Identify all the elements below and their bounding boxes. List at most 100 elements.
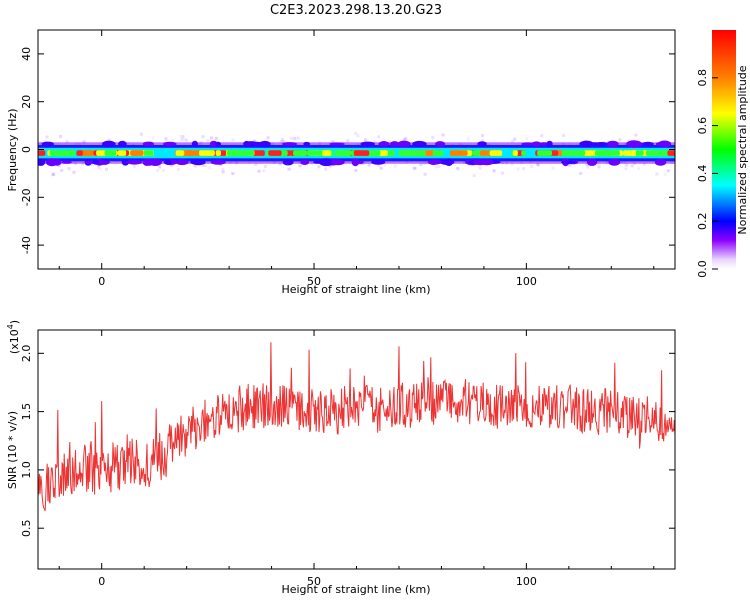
heatmap-lump — [214, 141, 222, 147]
heatmap-lump — [606, 140, 619, 148]
heatmap-speckle — [388, 139, 392, 143]
heatmap-speckle — [164, 137, 168, 141]
bottom-x-axis: 0 50 100 — [58, 330, 655, 588]
heatmap-cell — [410, 150, 426, 156]
heatmap-lump — [303, 141, 311, 147]
heatmap-lump — [531, 141, 542, 147]
heatmap-speckle — [354, 131, 358, 135]
heatmap-speckle — [379, 166, 383, 170]
heatmap-speckle — [364, 140, 368, 143]
heatmap-speckle — [296, 136, 300, 140]
heatmap-lump — [175, 159, 189, 166]
heatmap-cell — [432, 150, 444, 156]
y-tick-label: 0 — [20, 146, 33, 153]
heatmap-cell — [175, 150, 185, 156]
heatmap-speckle — [282, 139, 286, 143]
heatmap-lump — [435, 141, 446, 147]
heatmap-speckle — [537, 163, 540, 167]
heatmap-speckle — [105, 167, 108, 171]
x-tick-label: 50 — [307, 275, 321, 288]
y-multiplier-close: ) — [8, 320, 21, 324]
heatmap-speckle — [177, 168, 180, 171]
heatmap-speckle — [472, 174, 476, 177]
heatmap-speckle — [289, 136, 293, 140]
heatmap-speckle — [434, 165, 438, 169]
heatmap-lump — [654, 158, 667, 166]
heatmap-speckle — [135, 163, 139, 166]
heatmap-lump — [477, 141, 487, 147]
heatmap-speckle — [536, 162, 540, 166]
heatmap-cell — [400, 150, 410, 156]
heatmap-cell — [449, 150, 468, 156]
bottom-plot-frame — [37, 329, 676, 570]
heatmap-lump — [282, 159, 294, 166]
heatmap-speckle — [346, 139, 350, 143]
heatmap-cell — [588, 150, 594, 156]
bottom-panel: 2.0 1.5 1.0 0.5 0 50 100 Height of straight l… — [6, 320, 676, 596]
x-tick-label: 100 — [516, 575, 537, 588]
heatmap-lump — [521, 142, 534, 146]
heatmap-lump — [92, 159, 100, 165]
heatmap-lump — [164, 159, 172, 165]
heatmap-speckle — [221, 167, 225, 171]
heatmap-lump — [538, 142, 550, 146]
heatmap-speckle — [540, 134, 544, 138]
heatmap-lump — [330, 159, 345, 166]
top-x-axis-label: Height of straight line (km) — [281, 283, 430, 296]
heatmap-speckle — [630, 164, 634, 168]
heatmap-cell — [656, 150, 662, 156]
heatmap-speckle — [562, 133, 566, 137]
heatmap-speckle — [624, 163, 628, 167]
heatmap-speckle — [364, 138, 368, 142]
heatmap-speckle — [373, 140, 377, 144]
heatmap-lump — [210, 159, 226, 165]
heatmap-speckle — [287, 167, 291, 171]
heatmap-speckle — [530, 164, 534, 168]
heatmap-speckle — [193, 164, 197, 168]
heatmap-speckle — [139, 132, 143, 136]
heatmap-speckle — [457, 167, 461, 171]
heatmap-lump — [608, 158, 621, 166]
heatmap-cell — [199, 150, 215, 156]
heatmap-speckle — [441, 133, 445, 137]
heatmap-speckle — [97, 165, 101, 169]
heatmap-speckle — [206, 139, 210, 143]
heatmap-lump — [546, 140, 553, 148]
heatmap-speckle — [317, 165, 321, 169]
y-tick-label: -20 — [20, 188, 33, 206]
heatmap-speckle — [170, 164, 174, 167]
heatmap-speckle — [481, 134, 484, 138]
heatmap-speckle — [402, 138, 406, 141]
heatmap-lump — [142, 141, 155, 147]
heatmap-cell — [626, 150, 636, 156]
heatmap-speckle — [257, 169, 261, 173]
heatmap-speckle — [331, 140, 335, 144]
heatmap-cell — [322, 150, 332, 156]
heatmap-speckle — [231, 172, 235, 176]
heatmap-cell — [371, 150, 381, 156]
heatmap-lump — [586, 158, 598, 166]
heatmap-speckle — [492, 169, 496, 173]
heatmap-speckle — [132, 164, 136, 168]
heatmap-lump — [41, 141, 54, 147]
heatmap-speckle — [510, 140, 514, 144]
spectrogram-heatmap — [38, 131, 675, 177]
heatmap-speckle — [184, 138, 188, 142]
heatmap-speckle — [456, 166, 459, 170]
heatmap-cell — [667, 150, 675, 156]
heatmap-speckle — [568, 163, 572, 167]
y-tick-label: 1.5 — [20, 403, 33, 421]
heatmap-speckle — [636, 167, 640, 171]
heatmap-cell — [268, 150, 282, 156]
x-tick-label: 0 — [98, 575, 105, 588]
heatmap-speckle — [597, 165, 601, 169]
heatmap-cell — [56, 150, 61, 156]
colorbar-label: Normalized spectral amplitude — [736, 65, 749, 234]
heatmap-lump — [444, 158, 453, 166]
heatmap-speckle — [82, 140, 86, 144]
heatmap-lump — [427, 159, 439, 165]
heatmap-cell — [489, 150, 503, 156]
heatmap-lump — [313, 160, 324, 164]
heatmap-speckle — [328, 164, 332, 168]
heatmap-lump — [282, 142, 298, 146]
